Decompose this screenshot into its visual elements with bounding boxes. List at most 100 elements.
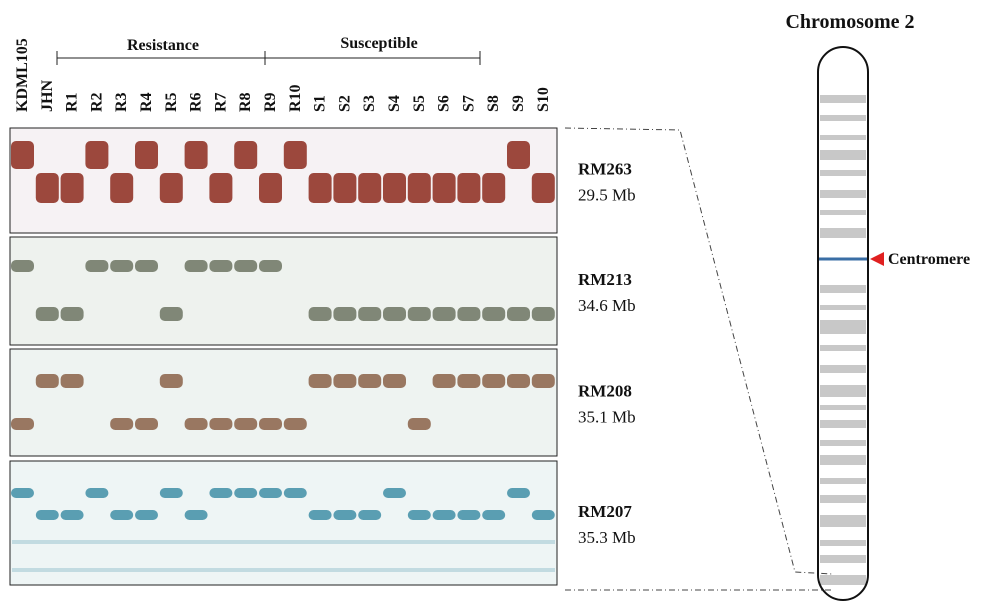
gel-panel [9, 460, 558, 586]
lane-label: R3 [113, 92, 130, 112]
chromosome-band [820, 455, 866, 465]
chromosome-band [820, 305, 866, 310]
gel-band [60, 510, 84, 520]
gel-band [407, 307, 431, 321]
lane-label: S6 [436, 95, 453, 112]
gel-band [85, 488, 109, 498]
gel-band [531, 374, 555, 388]
gel-band [358, 374, 382, 388]
connector [564, 127, 833, 575]
gel-band [383, 307, 406, 321]
gel-band [209, 260, 233, 272]
gel-band [60, 173, 84, 203]
gel-band [135, 418, 158, 430]
gel-band [35, 173, 59, 203]
gel-band [135, 260, 158, 272]
chromosome-band [820, 95, 866, 103]
chromosome-band [820, 190, 866, 198]
gel-band [259, 260, 282, 272]
gel-band [159, 307, 183, 321]
marker-position: 35.1 Mb [578, 408, 636, 427]
marker-name: RM213 [578, 270, 632, 289]
chromosome-band [820, 515, 866, 527]
gel-band [60, 374, 84, 388]
gel-faint-band [12, 568, 555, 572]
gel-band [482, 374, 506, 388]
gel-band [135, 141, 158, 169]
gel-band [85, 260, 109, 272]
gel-band [159, 488, 183, 498]
gel-band [407, 510, 431, 520]
chromosome-band [820, 210, 866, 215]
gel-band [383, 173, 406, 203]
lane-label: R1 [64, 92, 81, 112]
gel-band [184, 141, 208, 169]
gel-band [209, 488, 233, 498]
gel-band [234, 141, 258, 169]
chromosome-outline [817, 46, 869, 601]
gel-band [159, 173, 183, 203]
gel-band [531, 307, 555, 321]
gel-band [358, 307, 382, 321]
gel-band [407, 173, 431, 203]
gel-band [110, 510, 134, 520]
gel-band [333, 374, 357, 388]
gel-band [358, 173, 382, 203]
gel-band [308, 173, 332, 203]
lane-label: S10 [535, 87, 552, 112]
group-label: Resistance [127, 37, 199, 54]
lane-label: S4 [386, 95, 403, 112]
lane-label: S9 [510, 95, 527, 112]
gel-faint-band [12, 540, 555, 544]
marker-name: RM263 [578, 160, 632, 179]
lane-label: R5 [163, 92, 180, 112]
gel-band [234, 418, 258, 430]
marker-position: 29.5 Mb [578, 186, 636, 205]
gel-band [283, 488, 307, 498]
chromosome-band [820, 150, 866, 160]
chromosome-band [820, 405, 866, 410]
centromere-label: Centromere [888, 251, 970, 268]
gel-band [407, 418, 431, 430]
gel-band [135, 510, 158, 520]
gel-band [531, 510, 555, 520]
gel-band [432, 374, 456, 388]
chromosome [820, 95, 866, 585]
gel-band [85, 141, 109, 169]
gel-band [159, 374, 183, 388]
gel-band [184, 418, 208, 430]
gel-band [383, 488, 406, 498]
lane-label: S7 [460, 95, 477, 112]
marker-name: RM208 [578, 382, 632, 401]
gel-band [110, 418, 134, 430]
gel-band [383, 374, 406, 388]
chromosome-band [820, 575, 866, 585]
chromosome-band [820, 495, 866, 503]
gel-band [531, 173, 555, 203]
chromosome-band [820, 170, 866, 176]
lane-label: S1 [312, 95, 329, 112]
lane-label: JHN [39, 80, 56, 112]
chromosome-band [820, 228, 866, 238]
gel-band [333, 510, 357, 520]
gel-band [110, 260, 134, 272]
gel-band [507, 141, 530, 169]
gel-band [209, 418, 233, 430]
group-label: Susceptible [340, 35, 417, 52]
chromosome-title: Chromosome 2 [785, 11, 914, 33]
gel-panel [9, 236, 558, 346]
chromosome-band [820, 540, 866, 546]
chromosome-band [820, 135, 866, 140]
gel-band [308, 307, 332, 321]
gel-band [507, 307, 530, 321]
chromosome-band [820, 320, 866, 334]
gel-band [110, 173, 134, 203]
gel-band [482, 173, 506, 203]
gel-band [184, 260, 208, 272]
gel-band [358, 510, 382, 520]
lane-label: R4 [138, 92, 155, 112]
centromere-arrow [870, 252, 884, 266]
chromosome-band [820, 365, 866, 373]
lane-label: R2 [88, 92, 105, 112]
